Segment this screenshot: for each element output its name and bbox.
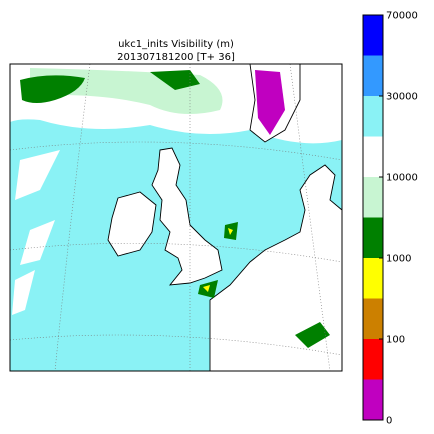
map-title: ukc1_inits Visibility (m) — [118, 39, 234, 50]
colorbar-tick-label: 100 — [386, 335, 405, 346]
clear-streak — [12, 150, 60, 315]
great-britain — [151, 147, 223, 286]
colorbar-segment — [363, 379, 383, 420]
ireland — [107, 191, 157, 257]
map-area — [9, 63, 343, 372]
map-frame — [9, 63, 343, 372]
low-visibility-area — [255, 70, 285, 135]
colorbar-segment — [363, 217, 383, 258]
colorbar-segment — [363, 136, 383, 177]
colorbar-frame — [362, 14, 384, 421]
colorbar-segment — [363, 55, 383, 96]
colorbar-segment — [363, 339, 383, 380]
map-subtitle: 201307181200 [T+ 36] — [117, 52, 235, 63]
fog-patch — [203, 228, 233, 292]
colorbar-segment — [363, 177, 383, 218]
colorbar-tick-label: 1000 — [386, 254, 411, 265]
colorbar-tick-label: 30000 — [386, 92, 418, 103]
colorbar-segment — [363, 298, 383, 339]
fog-patch — [20, 75, 85, 103]
colorbar-tick-label: 0 — [386, 416, 392, 427]
colorbar-tick-label: 70000 — [386, 11, 418, 22]
colorbar-segment — [363, 15, 383, 56]
fog-patch — [198, 222, 330, 348]
colorbar-segment — [363, 96, 383, 137]
colorbar-tick-label: 10000 — [386, 173, 418, 184]
colorbar-segment — [363, 258, 383, 299]
fog-patch — [150, 70, 200, 90]
colorbar: 0 100 1000 10000 30000 70000 — [362, 11, 418, 427]
